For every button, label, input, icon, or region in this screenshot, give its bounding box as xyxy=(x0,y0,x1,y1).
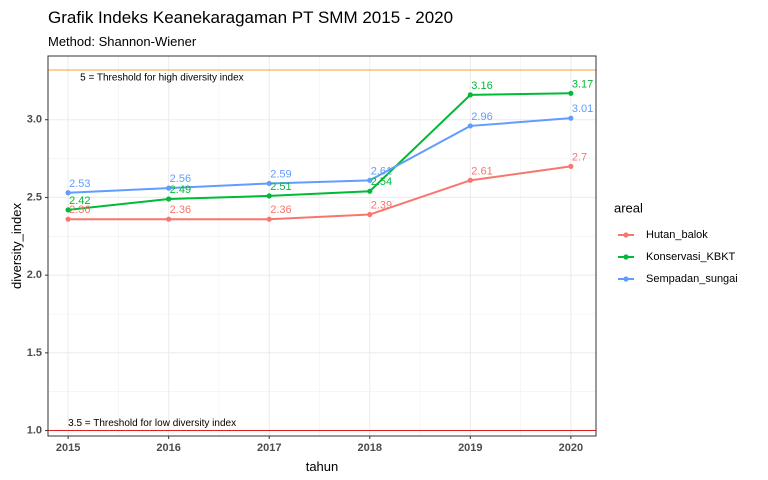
data-point xyxy=(65,190,71,196)
legend-key-point xyxy=(623,276,629,282)
series-line xyxy=(68,92,571,211)
x-tick-label: 2018 xyxy=(358,442,382,454)
plot-border xyxy=(47,55,597,437)
data-point xyxy=(568,115,574,121)
y-tick-label: 1.0 xyxy=(27,424,42,436)
x-tick-label: 2019 xyxy=(458,442,482,454)
data-point xyxy=(166,185,172,191)
x-tick-label: 2016 xyxy=(156,442,180,454)
chart-title: Grafik Indeks Keanekaragaman PT SMM 2015… xyxy=(48,8,454,27)
data-point xyxy=(467,92,473,98)
plot-panel xyxy=(48,56,596,436)
data-label: 3.16 xyxy=(471,80,492,92)
data-label: 2.96 xyxy=(471,111,492,123)
data-point xyxy=(65,207,71,213)
y-tick-label: 1.5 xyxy=(27,347,42,359)
data-label: 2.61 xyxy=(371,165,392,177)
reference-line-label: 5 = Threshold for high diversity index xyxy=(80,73,244,84)
data-point xyxy=(367,188,373,194)
x-tick-label: 2017 xyxy=(257,442,281,454)
series-line xyxy=(68,165,572,221)
data-point xyxy=(467,123,473,129)
x-tick-label: 2015 xyxy=(56,442,80,454)
data-label: 2.51 xyxy=(270,181,291,193)
data-point xyxy=(367,177,373,183)
data-label: 2.42 xyxy=(69,195,90,207)
data-point xyxy=(166,216,172,222)
data-point xyxy=(467,177,473,183)
data-label: 2.36 xyxy=(270,204,291,216)
series-line xyxy=(68,117,571,194)
y-axis-title: diversity_index xyxy=(9,203,24,289)
data-point xyxy=(568,163,574,169)
data-point xyxy=(568,90,574,96)
legend-label: Sempadan_sungai xyxy=(646,273,738,285)
x-tick-label: 2020 xyxy=(559,442,583,454)
data-point xyxy=(266,216,272,222)
legend-label: Hutan_balok xyxy=(646,229,708,241)
legend-title: areal xyxy=(614,200,643,215)
data-label: 2.7 xyxy=(572,151,587,163)
data-point xyxy=(266,180,272,187)
data-point xyxy=(367,211,373,218)
x-axis-title: tahun xyxy=(306,459,339,474)
data-point xyxy=(65,216,71,222)
data-label: 2.36 xyxy=(170,204,191,216)
data-point xyxy=(266,193,272,199)
data-label: 2.61 xyxy=(471,165,492,177)
y-tick-label: 3.0 xyxy=(27,114,42,126)
legend-key-point xyxy=(623,232,629,238)
data-label: 2.56 xyxy=(170,173,191,185)
legend-label: Konservasi_KBKT xyxy=(646,251,736,263)
data-point xyxy=(166,196,172,202)
y-tick-label: 2.0 xyxy=(27,269,42,281)
data-label: 2.49 xyxy=(170,184,191,196)
data-label: 2.59 xyxy=(270,168,291,180)
data-label: 2.39 xyxy=(371,200,392,212)
reference-line-label: 3.5 = Threshold for low diversity index xyxy=(68,418,236,429)
legend-key-point xyxy=(623,254,629,260)
data-label: 2.54 xyxy=(371,176,392,188)
data-label: 2.53 xyxy=(69,178,90,190)
y-tick-label: 2.5 xyxy=(27,191,42,203)
data-label: 3.17 xyxy=(572,78,593,90)
data-label: 3.01 xyxy=(572,103,593,115)
chart-subtitle: Method: Shannon-Wiener xyxy=(48,34,197,49)
data-label: 2.36 xyxy=(69,204,90,216)
